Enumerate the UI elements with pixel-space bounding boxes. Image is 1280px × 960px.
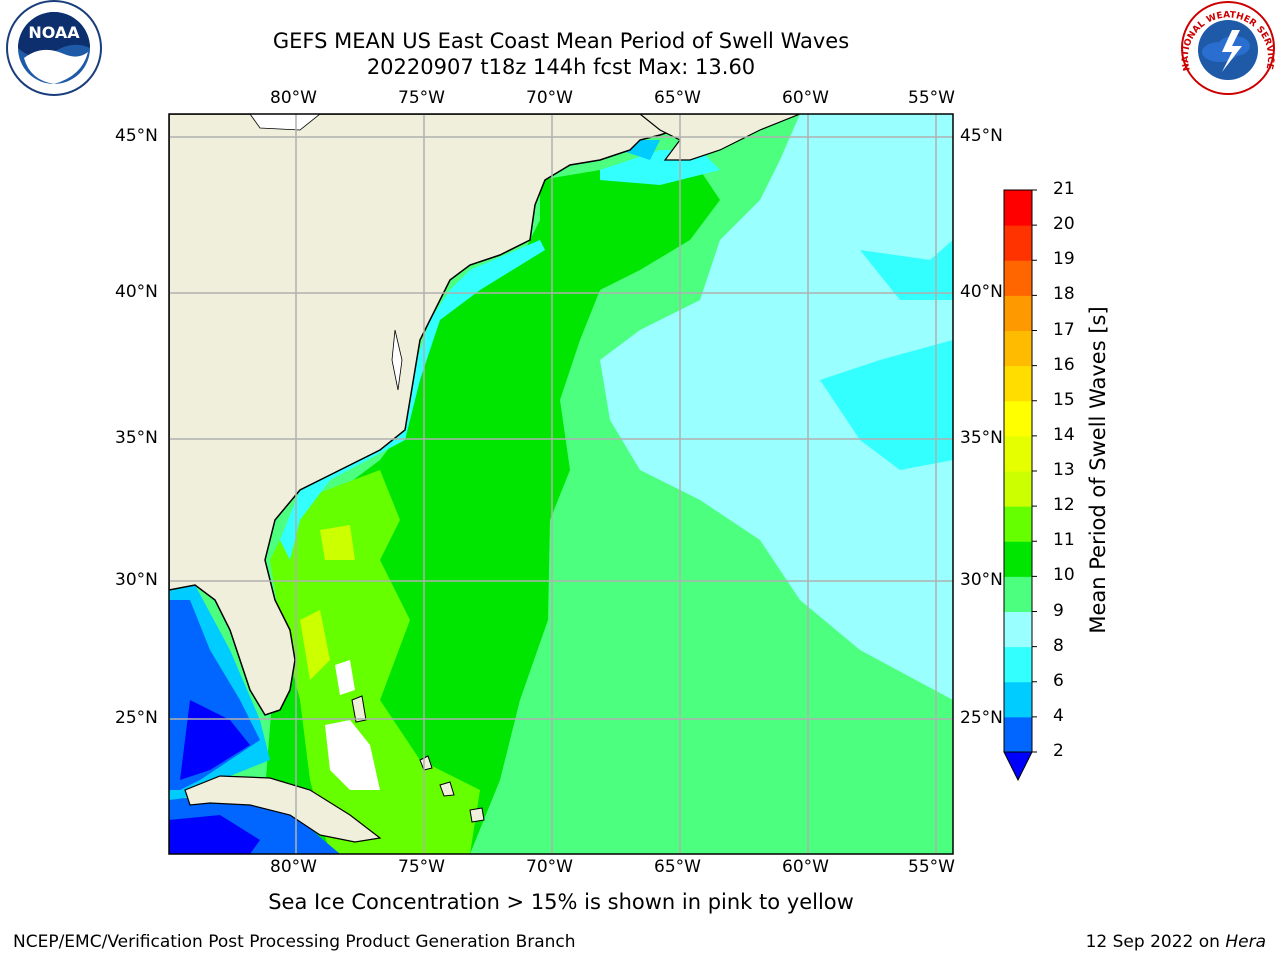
colorbar-tick-label: 18 bbox=[1053, 284, 1075, 305]
lon-tick-top: 55°W bbox=[908, 88, 955, 108]
colorbar-segment bbox=[1004, 541, 1032, 577]
lon-tick-bottom: 55°W bbox=[908, 857, 955, 877]
lon-tick-bottom: 75°W bbox=[398, 857, 445, 877]
graticule bbox=[169, 114, 953, 854]
colorbar-tick-label: 10 bbox=[1053, 565, 1075, 586]
nws-logo: NATIONAL WEATHER SERVICE bbox=[1176, 0, 1280, 104]
lon-tick-bottom: 60°W bbox=[782, 857, 829, 877]
ocean-yellow-patch-2 bbox=[320, 525, 355, 560]
coastal-cyan-band bbox=[280, 240, 545, 560]
lat-tick-left: 25°N bbox=[115, 708, 158, 728]
colorbar-tick-label: 12 bbox=[1053, 495, 1075, 516]
sea-ice-note: Sea Ice Concentration > 15% is shown in … bbox=[268, 890, 854, 914]
noaa-logo: NOAA bbox=[2, 0, 106, 104]
north-america-land bbox=[169, 114, 702, 716]
footer-host: Hera bbox=[1225, 932, 1266, 952]
colorbar-tick-label: 8 bbox=[1053, 635, 1064, 656]
colorbar-segment bbox=[1004, 646, 1032, 683]
lon-tick-top: 80°W bbox=[270, 88, 317, 108]
colorbar-segment bbox=[1004, 295, 1032, 331]
colorbar-tick-label: 2 bbox=[1053, 741, 1064, 761]
colorbar-tick-label: 6 bbox=[1053, 670, 1064, 691]
lat-tick-left: 35°N bbox=[115, 428, 158, 448]
colorbar-tick-label: 9 bbox=[1053, 600, 1064, 621]
lat-tick-right: 35°N bbox=[960, 428, 1003, 448]
noaa-logo-text: NOAA bbox=[28, 23, 80, 42]
colorbar-segment bbox=[1004, 330, 1032, 367]
footer-date: 12 Sep 2022 on Hera bbox=[1086, 932, 1266, 952]
map-panel bbox=[169, 114, 953, 854]
colorbar-tick-label: 15 bbox=[1053, 389, 1075, 410]
colorbar-segment bbox=[1004, 365, 1032, 402]
lon-tick-top: 60°W bbox=[782, 88, 829, 108]
map-subtitle: 20220907 t18z 144h fcst Max: 13.60 bbox=[366, 55, 756, 79]
bahamas-no-data-area-2 bbox=[335, 660, 355, 695]
lon-tick-bottom: 70°W bbox=[526, 857, 573, 877]
colorbar-tick-label: 13 bbox=[1053, 460, 1075, 480]
lon-tick-bottom: 65°W bbox=[654, 857, 701, 877]
footer-date-text: 12 Sep 2022 on bbox=[1085, 932, 1226, 952]
colorbar-title: Mean Period of Swell Waves [s] bbox=[1086, 306, 1110, 634]
colorbar-tick-label: 19 bbox=[1053, 249, 1075, 270]
colorbar-segment bbox=[1004, 681, 1032, 718]
caribbean-deep-blue bbox=[169, 815, 260, 854]
bahamas-island bbox=[419, 755, 433, 771]
lon-tick-top: 65°W bbox=[654, 88, 701, 108]
lon-tick-top: 75°W bbox=[398, 88, 445, 108]
colorbar-segment bbox=[1004, 471, 1032, 507]
chesapeake-bay bbox=[391, 329, 403, 391]
bahamas-island-2 bbox=[439, 781, 455, 797]
lat-tick-right: 30°N bbox=[960, 570, 1003, 590]
ocean-yellow-green-region bbox=[270, 470, 480, 854]
lon-tick-bottom: 80°W bbox=[270, 857, 317, 877]
ocean-cyan-patch bbox=[820, 340, 953, 470]
colorbar-tick-label: 20 bbox=[1053, 214, 1075, 235]
colorbar-tick-label: 21 bbox=[1053, 179, 1075, 199]
lat-tick-left: 40°N bbox=[115, 282, 158, 302]
lon-tick-top: 70°W bbox=[526, 88, 573, 108]
map-title: GEFS MEAN US East Coast Mean Period of S… bbox=[272, 29, 850, 53]
bahamas-no-data-area bbox=[325, 720, 380, 790]
colorbar-segment bbox=[1004, 400, 1032, 437]
colorbar-tick-label: 16 bbox=[1053, 354, 1075, 375]
colorbar-segment bbox=[1004, 190, 1032, 226]
colorbar-tick-label: 17 bbox=[1053, 319, 1075, 340]
colorbar bbox=[1003, 189, 1037, 782]
footer-credit: NCEP/EMC/Verification Post Processing Pr… bbox=[13, 932, 576, 952]
ocean-cyan-patch-2 bbox=[860, 240, 953, 300]
colorbar-segment bbox=[1004, 260, 1032, 296]
colorbar-under-triangle bbox=[1003, 751, 1033, 782]
lat-tick-right: 25°N bbox=[960, 708, 1003, 728]
bahamas-island-4 bbox=[351, 695, 367, 723]
lat-tick-left: 30°N bbox=[115, 570, 158, 590]
colorbar-segment bbox=[1004, 576, 1032, 612]
colorbar-segment bbox=[1004, 506, 1032, 542]
colorbar-segment bbox=[1004, 611, 1032, 648]
colorbar-tick-label: 14 bbox=[1053, 424, 1075, 445]
colorbar-tick-label: 11 bbox=[1053, 530, 1075, 551]
lake-outline bbox=[249, 114, 321, 131]
lat-tick-right: 45°N bbox=[960, 126, 1003, 146]
colorbar-segment bbox=[1004, 225, 1032, 261]
map-frame bbox=[168, 113, 954, 855]
colorbar-segment bbox=[1004, 435, 1032, 472]
ocean-yellow-patch bbox=[300, 610, 330, 680]
cuba-land bbox=[184, 775, 382, 843]
lat-tick-left: 45°N bbox=[115, 126, 158, 146]
lat-tick-right: 40°N bbox=[960, 282, 1003, 302]
colorbar-tick-label: 4 bbox=[1053, 705, 1064, 726]
colorbar-segment bbox=[1004, 716, 1032, 753]
gulf-deep-blue-region bbox=[180, 700, 250, 780]
bahamas-island-3 bbox=[469, 807, 485, 823]
